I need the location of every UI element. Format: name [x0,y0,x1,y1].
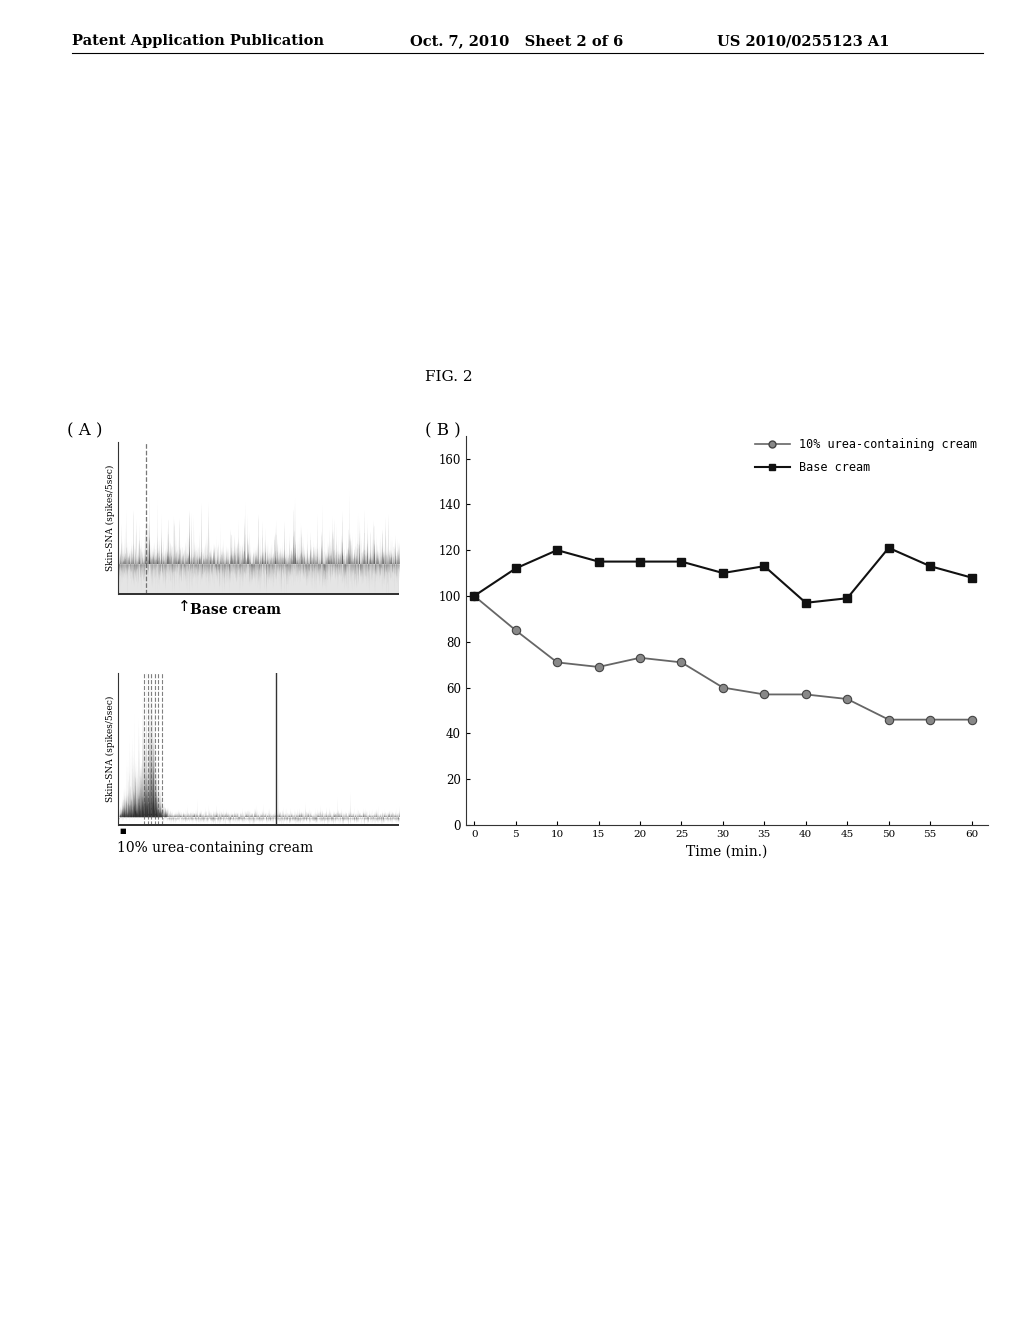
Text: FIG. 2: FIG. 2 [425,370,473,384]
Text: US 2010/0255123 A1: US 2010/0255123 A1 [717,34,889,49]
Y-axis label: Skin-SNA (spikes/5sec): Skin-SNA (spikes/5sec) [105,465,115,572]
Y-axis label: Skin-SNA (spikes/5sec): Skin-SNA (spikes/5sec) [105,696,115,803]
Text: 10% urea-containing cream: 10% urea-containing cream [117,841,313,855]
Text: ↑: ↑ [178,599,190,614]
Text: Base cream: Base cream [190,603,281,618]
X-axis label: Time (min.): Time (min.) [686,845,768,858]
Text: ( B ): ( B ) [425,422,461,440]
Text: ( A ): ( A ) [67,422,102,440]
Legend: 10% urea-containing cream, Base cream: 10% urea-containing cream, Base cream [750,434,982,479]
Text: ■: ■ [120,828,126,834]
Text: Oct. 7, 2010   Sheet 2 of 6: Oct. 7, 2010 Sheet 2 of 6 [410,34,623,49]
Text: Patent Application Publication: Patent Application Publication [72,34,324,49]
Bar [118,564,399,594]
